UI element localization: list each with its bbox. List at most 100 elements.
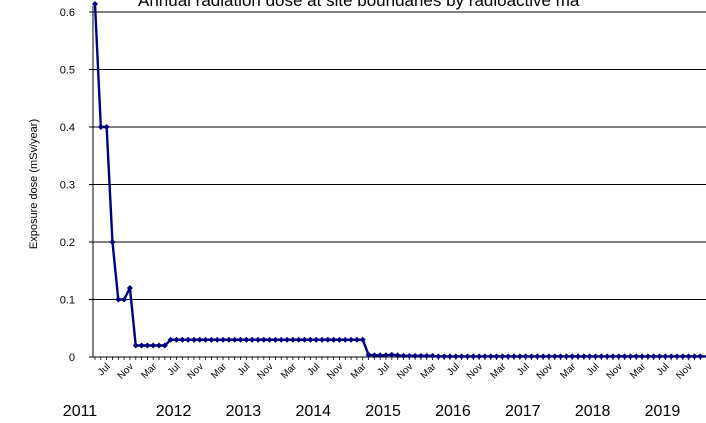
- y-tick-label: 0.2: [60, 237, 75, 249]
- x-tick-label: Nov: [186, 361, 206, 381]
- data-point: [202, 336, 209, 343]
- x-tick-label: Mar: [628, 361, 648, 381]
- data-point: [115, 296, 122, 303]
- data-point: [412, 352, 419, 359]
- data-point: [633, 353, 640, 360]
- data-point: [656, 353, 663, 360]
- year-label: 2017: [505, 403, 541, 420]
- data-point: [313, 336, 320, 343]
- data-point: [557, 353, 564, 360]
- data-point: [685, 353, 692, 360]
- data-point: [336, 336, 343, 343]
- series-group: [92, 1, 706, 360]
- year-label: 2012: [156, 403, 192, 420]
- data-point: [301, 336, 308, 343]
- x-tick-label: Mar: [279, 361, 299, 381]
- data-point: [650, 353, 657, 360]
- gridlines: [92, 6, 706, 358]
- data-point: [476, 353, 483, 360]
- data-point: [639, 353, 646, 360]
- year-labels: 2011201220132014201520162017201820192020…: [63, 403, 681, 420]
- data-point: [109, 239, 116, 245]
- data-point: [679, 353, 686, 360]
- data-point: [126, 285, 133, 291]
- data-point: [511, 353, 518, 360]
- data-point: [318, 336, 325, 343]
- data-point: [161, 342, 168, 349]
- year-label: 2013: [226, 403, 262, 420]
- data-point: [254, 336, 261, 343]
- data-point: [167, 336, 174, 343]
- data-point: [156, 342, 163, 349]
- data-point: [441, 353, 448, 360]
- x-tick-label: Mar: [558, 361, 578, 381]
- y-tick-label: 0.1: [60, 295, 75, 307]
- data-point: [481, 353, 488, 360]
- data-point: [97, 124, 104, 130]
- data-point: [505, 353, 512, 360]
- data-point: [452, 353, 459, 360]
- data-point: [324, 336, 331, 343]
- data-point: [388, 351, 395, 358]
- x-tick-label: Jul: [305, 361, 322, 378]
- series-line: [93, 3, 706, 358]
- data-point: [464, 353, 471, 360]
- data-point: [423, 352, 430, 359]
- x-tick-label: Nov: [325, 361, 345, 381]
- data-point: [272, 336, 279, 343]
- data-point: [231, 336, 238, 343]
- data-point: [493, 353, 500, 360]
- data-point: [377, 352, 384, 359]
- data-point: [435, 353, 442, 360]
- data-point: [615, 353, 622, 360]
- data-point: [144, 342, 151, 349]
- y-tick-label: 0.3: [60, 180, 75, 192]
- data-point: [406, 352, 413, 359]
- data-point: [92, 1, 98, 7]
- x-tick-label: Jul: [445, 361, 462, 378]
- data-point: [627, 353, 634, 360]
- data-point: [220, 336, 227, 343]
- y-axis-label: Exposure dose (mSv/year): [28, 119, 40, 249]
- x-tick-label: Nov: [395, 361, 415, 381]
- year-label: 2016: [435, 403, 471, 420]
- x-tick-label: Jul: [236, 361, 253, 378]
- data-point: [295, 336, 302, 343]
- data-point: [575, 353, 582, 360]
- data-point: [190, 336, 197, 343]
- chart-title: Annual radiation dose at site boundaries…: [138, 0, 580, 10]
- data-point: [545, 353, 552, 360]
- y-tick-label: 0.5: [60, 65, 75, 77]
- data-point: [278, 336, 285, 343]
- data-point: [400, 352, 407, 359]
- data-point: [359, 336, 366, 343]
- data-point: [307, 336, 314, 343]
- data-point: [249, 336, 256, 343]
- data-point: [237, 336, 244, 343]
- x-tick-label: Mar: [419, 361, 439, 381]
- x-tick-label: Jul: [375, 361, 392, 378]
- data-point: [609, 353, 616, 360]
- data-point: [214, 336, 221, 343]
- data-point: [132, 342, 139, 349]
- x-tick-label: Jul: [96, 361, 113, 378]
- x-tick-label: Mar: [489, 361, 509, 381]
- data-point: [348, 336, 355, 343]
- data-point: [417, 352, 424, 359]
- data-point: [284, 336, 291, 343]
- data-point: [580, 353, 587, 360]
- data-point: [551, 353, 558, 360]
- data-point: [121, 296, 128, 303]
- y-axis-ticks: 0 0.1 0.2 0.3 0.4 0.5 0.6: [60, 7, 93, 364]
- data-point: [668, 353, 675, 360]
- data-point: [499, 353, 506, 360]
- data-point: [691, 353, 698, 360]
- x-tick-label: Nov: [605, 361, 625, 381]
- data-point: [365, 351, 372, 358]
- x-tick-label: Jul: [166, 361, 183, 378]
- data-point: [225, 336, 232, 343]
- data-point: [534, 353, 541, 360]
- x-tick-label: Nov: [255, 361, 275, 381]
- y-tick-label: 0.6: [60, 7, 75, 19]
